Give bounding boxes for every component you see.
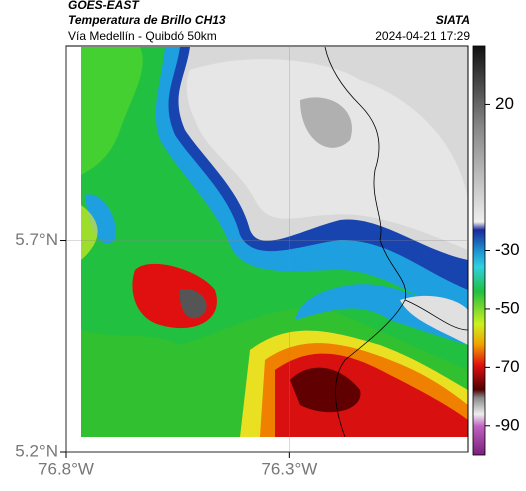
satellite-image — [81, 47, 468, 437]
source: GOES-EAST — [68, 0, 140, 12]
x-tick-label: 76.8°W — [38, 459, 94, 478]
x-tick-label: 76.3°W — [261, 459, 317, 478]
colorbar-tick-label: 20 — [495, 94, 514, 113]
y-tick-label: 5.2°N — [15, 441, 58, 460]
colorbar-tick-label: -70 — [495, 357, 520, 376]
subtitle: Vía Medellín - Quibdó 50km — [68, 29, 217, 43]
colorbar-tick-label: -30 — [495, 240, 520, 259]
y-tick-label: 5.7°N — [15, 230, 58, 249]
colorbar-tick-label: -90 — [495, 415, 520, 434]
datetime: 2024-04-21 17:29 — [375, 29, 470, 43]
colorbar — [472, 45, 486, 456]
brand: SIATA — [436, 13, 470, 27]
title: Temperatura de Brillo CH13 — [68, 13, 226, 27]
colorbar-tick-label: -50 — [495, 298, 520, 317]
